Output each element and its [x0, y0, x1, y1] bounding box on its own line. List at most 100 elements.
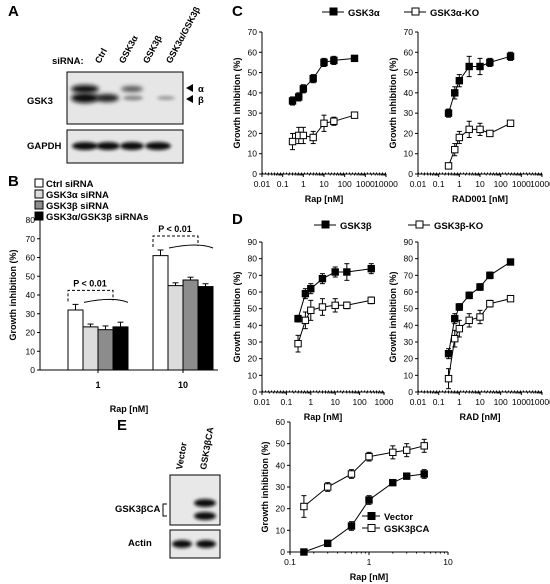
x-tick-label: 1000 [375, 397, 394, 407]
band [72, 142, 98, 150]
x-tick-label: 0.1 [433, 179, 445, 189]
y-tick-label: 0 [30, 365, 35, 375]
data-point [300, 502, 308, 511]
y-tick-label: 20 [248, 128, 258, 138]
data-point [367, 264, 375, 273]
data-point [451, 89, 459, 97]
x-tick-label: 100 [494, 179, 508, 189]
legend-marker [415, 220, 424, 229]
data-point [343, 301, 351, 310]
band [120, 142, 144, 150]
legend-swatch [34, 178, 44, 188]
x-axis-label: RAD001 [nM] [452, 194, 508, 204]
blot-row-label-gsk3bca: GSK3βCA [115, 504, 161, 515]
x-tick-label: 1 [308, 397, 313, 407]
line-chart-e: 0 10 20 30 40 50 60 0.1 1 10 Rap [nM] Growth inhibi… [260, 417, 453, 582]
band [172, 540, 192, 548]
data-point [294, 314, 302, 323]
series-open [288, 111, 359, 151]
data-point [323, 483, 332, 491]
x-axis-label: Rap [nM] [304, 412, 343, 422]
y-tick-label: 80 [26, 215, 36, 225]
significance-bracket [152, 235, 199, 247]
legend-label: GSK3β-KO [434, 221, 483, 232]
bar-chart-b: 0 10 20 30 40 50 60 70 80 1 10 Rap [nM] Growth inhib… [8, 178, 218, 414]
y-tick-label: 30 [404, 337, 414, 347]
data-point [444, 349, 453, 358]
data-point [307, 284, 315, 293]
y-tick-label: 40 [248, 320, 258, 330]
series-filled [300, 469, 428, 556]
data-point [299, 131, 308, 140]
band [194, 512, 216, 520]
data-point [318, 274, 327, 283]
data-point [444, 162, 453, 170]
y-tick-label: 30 [276, 482, 286, 492]
x-tick-label: 10 [475, 179, 485, 189]
y-tick-label: 10 [248, 149, 258, 159]
x-tick-label: 10000 [374, 179, 398, 189]
line-chart-c1: 0 10 20 30 40 50 60 70 0.01 0.1 1 10 100 1000 10000 Rap… [232, 27, 398, 204]
western-blot-e: Vector GSK3βCA GSK3βCA Actin [115, 426, 221, 559]
data-point [455, 324, 464, 333]
x-tick-label: 10 [475, 397, 485, 407]
y-tick-label: 50 [404, 304, 414, 314]
band [145, 142, 171, 150]
data-point [350, 54, 359, 63]
y-tick-label: 30 [248, 337, 258, 347]
y-tick-label: 60 [404, 47, 414, 57]
y-tick-label: 40 [26, 290, 36, 300]
series-filled [288, 54, 359, 106]
arrow-beta-icon [186, 95, 193, 103]
band [121, 86, 143, 92]
data-point [307, 306, 315, 315]
western-blot-a: siRNA: Ctrl GSK3α GSK3β GSK3α/GSK3β GSK3… [27, 5, 204, 164]
y-tick-label: 30 [26, 309, 36, 319]
data-point [389, 478, 397, 487]
data-point [294, 339, 302, 348]
x-tick-label: 10 [319, 179, 329, 189]
data-point [476, 125, 484, 134]
legend-label: GSK3α-KO [430, 8, 479, 19]
x-tick-label: 100 [338, 179, 352, 189]
y-tick-label: 10 [404, 370, 414, 380]
y-tick-label: 60 [248, 47, 258, 57]
bar [167, 285, 184, 371]
y-tick-label: 40 [404, 88, 414, 98]
significance-bracket [67, 289, 114, 302]
data-point [318, 303, 327, 311]
band [71, 85, 99, 93]
y-tick-label: 90 [404, 237, 414, 247]
data-point [476, 283, 484, 291]
legend-swatch [34, 211, 44, 221]
legend-label: GSK3α/GSK3β siRNAs [46, 212, 148, 223]
legend-d1: GSK3β GSK3β-KO [314, 220, 483, 232]
data-point [402, 472, 411, 480]
panel-label-e: E [117, 417, 127, 434]
bar [182, 279, 199, 371]
y-tick-label: 40 [248, 88, 258, 98]
y-tick-label: 30 [404, 108, 414, 118]
y-tick-label: 70 [404, 27, 414, 37]
data-point [476, 313, 484, 321]
bar [197, 286, 214, 371]
panel-label-d: D [232, 211, 243, 228]
x-tick-label: 0.1 [433, 397, 445, 407]
data-point [365, 452, 373, 461]
x-tick-label: 0.1 [280, 397, 292, 407]
p-value-annotation: P < 0.01 [73, 278, 107, 288]
data-point [444, 374, 453, 383]
legend-label: GSK3βCA [384, 524, 430, 535]
data-point [331, 301, 339, 310]
data-point [320, 119, 328, 127]
y-tick-label: 90 [248, 237, 258, 247]
lane-label-double: GSK3α/GSK3β [164, 5, 202, 65]
y-tick-label: 20 [276, 504, 286, 514]
data-point [295, 93, 303, 101]
x-tick-label: 100 [353, 397, 367, 407]
x-tick-label: 0.01 [410, 179, 427, 189]
data-point [420, 442, 428, 450]
data-point [389, 448, 397, 457]
legend-marker [367, 524, 376, 532]
